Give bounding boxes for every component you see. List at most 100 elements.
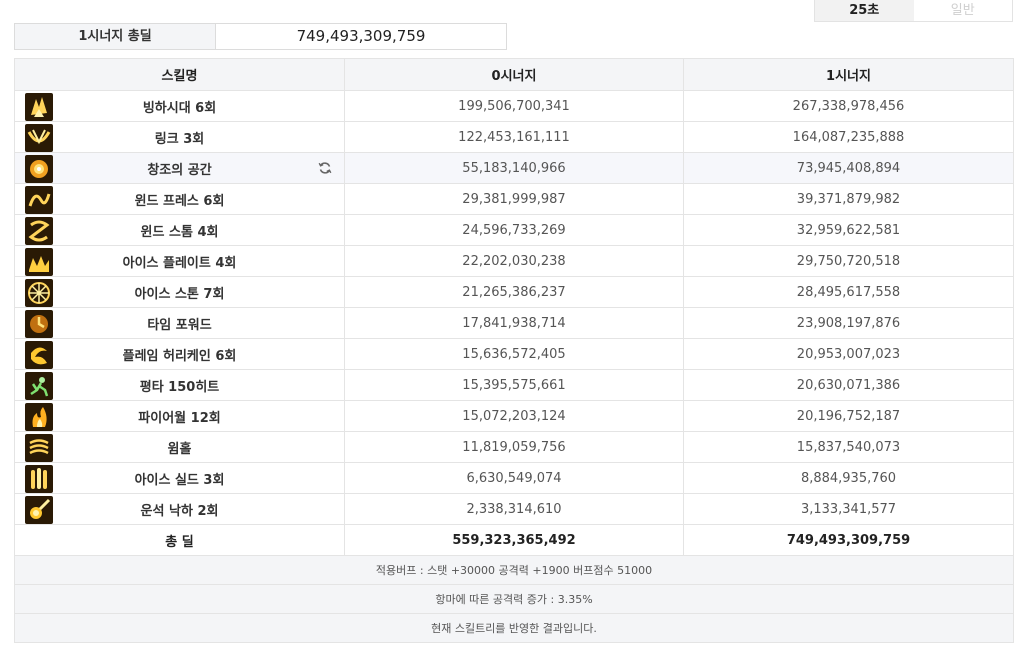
wind-storm-skill-icon xyxy=(25,217,53,245)
skill-name: 타임 포워드 xyxy=(147,317,212,333)
skill-name: 아이스 플레이트 4회 xyxy=(122,255,237,271)
skill-name: 윈드 스톰 4회 xyxy=(140,224,219,240)
total-label: 총 딜 xyxy=(14,524,345,556)
skill-name-cell: 플레임 허리케인 6회 xyxy=(14,338,345,370)
table-row: 평타 150히트 15,395,575,661 20,630,071,386 xyxy=(14,369,1014,401)
skill-name: 창조의 공간 xyxy=(147,162,212,178)
note-text: 현재 스킬트리를 반영한 결과입니다. xyxy=(14,613,1014,643)
synergy-0-value: 15,636,572,405 xyxy=(344,338,684,370)
table-row: 아이스 실드 3회 6,630,549,074 8,884,935,760 xyxy=(14,462,1014,494)
synergy-0-value: 24,596,733,269 xyxy=(344,214,684,246)
basic-attack-skill-icon xyxy=(25,372,53,400)
synergy-1-value: 20,196,752,187 xyxy=(683,400,1014,432)
synergy-1-value: 23,908,197,876 xyxy=(683,307,1014,339)
table-row: 빙하시대 6회 199,506,700,341 267,338,978,456 xyxy=(14,90,1014,122)
fire-wall-skill-icon xyxy=(25,403,53,431)
note-row: 현재 스킬트리를 반영한 결과입니다. xyxy=(14,613,1014,643)
skill-name-cell: 빙하시대 6회 xyxy=(14,90,345,122)
header-synergy-0: 0시너지 xyxy=(344,58,684,91)
skill-name: 운석 낙하 2회 xyxy=(140,503,219,519)
table-row: 운석 낙하 2회 2,338,314,610 3,133,341,577 xyxy=(14,493,1014,525)
synergy-0-value: 11,819,059,756 xyxy=(344,431,684,463)
mode-normal-button[interactable]: 일반 xyxy=(913,0,1012,21)
skill-name-cell: 평타 150히트 xyxy=(14,369,345,401)
synergy-0-value: 55,183,140,966 xyxy=(344,152,684,184)
meteor-fall-skill-icon xyxy=(25,496,53,524)
skill-name: 빙하시대 6회 xyxy=(142,100,217,116)
mode-25s-button[interactable]: 25초 xyxy=(815,0,914,21)
synergy-1-value: 32,959,622,581 xyxy=(683,214,1014,246)
synergy-0-value: 199,506,700,341 xyxy=(344,90,684,122)
skill-name-cell: 아이스 플레이트 4회 xyxy=(14,245,345,277)
header-skill-name: 스킬명 xyxy=(14,58,345,91)
synergy-1-value: 20,630,071,386 xyxy=(683,369,1014,401)
synergy-1-value: 3,133,341,577 xyxy=(683,493,1014,525)
skill-name: 아이스 실드 3회 xyxy=(134,472,225,488)
attack-increase-row: 항마에 따른 공격력 증가 : 3.35% xyxy=(14,584,1014,614)
synergy-0-value: 6,630,549,074 xyxy=(344,462,684,494)
skill-name-cell: 운석 낙하 2회 xyxy=(14,493,345,525)
table-row: 아이스 플레이트 4회 22,202,030,238 29,750,720,518 xyxy=(14,245,1014,277)
flame-hurricane-skill-icon xyxy=(25,341,53,369)
skill-name-cell: 윈드 프레스 6회 xyxy=(14,183,345,215)
skill-name: 아이스 스톤 7회 xyxy=(134,286,225,302)
skill-rows: 빙하시대 6회 199,506,700,341 267,338,978,456 링크 … xyxy=(14,90,1014,525)
link-skill-icon xyxy=(25,124,53,152)
summary-label: 1시너지 총딜 xyxy=(15,24,216,49)
table-header-row: 스킬명 0시너지 1시너지 xyxy=(14,58,1014,91)
time-forward-skill-icon xyxy=(25,310,53,338)
synergy-1-value: 29,750,720,518 xyxy=(683,245,1014,277)
glacial-age-skill-icon xyxy=(25,93,53,121)
synergy-1-value: 28,495,617,558 xyxy=(683,276,1014,308)
ice-shield-skill-icon xyxy=(25,465,53,493)
skill-name: 플레임 허리케인 6회 xyxy=(122,348,237,364)
wind-press-skill-icon xyxy=(25,186,53,214)
skill-name: 파이어월 12회 xyxy=(138,410,221,426)
buff-info-text: 적용버프 : 스탯 +30000 공격력 +1900 버프점수 51000 xyxy=(14,555,1014,585)
table-row: 윈드 프레스 6회 29,381,999,987 39,371,879,982 xyxy=(14,183,1014,215)
skill-name: 윈드 프레스 6회 xyxy=(134,193,225,209)
table-row: 창조의 공간 55,183,140,966 73,945,408,894 xyxy=(14,152,1014,184)
space-of-creation-skill-icon xyxy=(25,155,53,183)
total-row: 총 딜 559,323,365,492 749,493,309,759 xyxy=(14,524,1014,556)
synergy-0-value: 21,265,386,237 xyxy=(344,276,684,308)
skill-name-cell: 윔홀 xyxy=(14,431,345,463)
table-row: 윔홀 11,819,059,756 15,837,540,073 xyxy=(14,431,1014,463)
synergy-0-value: 15,072,203,124 xyxy=(344,400,684,432)
skill-name-cell: 타임 포워드 xyxy=(14,307,345,339)
skill-name-cell: 윈드 스톰 4회 xyxy=(14,214,345,246)
ice-stone-skill-icon xyxy=(25,279,53,307)
ice-plate-skill-icon xyxy=(25,248,53,276)
total-synergy-0: 559,323,365,492 xyxy=(344,524,684,556)
refresh-icon[interactable] xyxy=(318,161,332,175)
total-synergy-1: 749,493,309,759 xyxy=(683,524,1014,556)
synergy-total-summary: 1시너지 총딜 749,493,309,759 xyxy=(14,23,507,50)
skill-name-cell: 창조의 공간 xyxy=(14,152,345,184)
synergy-0-value: 17,841,938,714 xyxy=(344,307,684,339)
summary-value: 749,493,309,759 xyxy=(296,27,426,45)
buff-info-row: 적용버프 : 스탯 +30000 공격력 +1900 버프점수 51000 xyxy=(14,555,1014,585)
synergy-1-value: 8,884,935,760 xyxy=(683,462,1014,494)
synergy-1-value: 267,338,978,456 xyxy=(683,90,1014,122)
skill-name-cell: 파이어월 12회 xyxy=(14,400,345,432)
table-row: 플레임 허리케인 6회 15,636,572,405 20,953,007,023 xyxy=(14,338,1014,370)
skill-name-cell: 링크 3회 xyxy=(14,121,345,153)
table-row: 윈드 스톰 4회 24,596,733,269 32,959,622,581 xyxy=(14,214,1014,246)
skill-name: 평타 150히트 xyxy=(139,379,220,395)
skill-damage-table: 스킬명 0시너지 1시너지 빙하시대 6회 199,506,700,341 267,… xyxy=(14,58,1014,643)
synergy-1-value: 15,837,540,073 xyxy=(683,431,1014,463)
synergy-0-value: 15,395,575,661 xyxy=(344,369,684,401)
synergy-1-value: 39,371,879,982 xyxy=(683,183,1014,215)
table-row: 타임 포워드 17,841,938,714 23,908,197,876 xyxy=(14,307,1014,339)
synergy-0-value: 22,202,030,238 xyxy=(344,245,684,277)
synergy-1-value: 73,945,408,894 xyxy=(683,152,1014,184)
header-synergy-1: 1시너지 xyxy=(683,58,1014,91)
skill-name: 링크 3회 xyxy=(154,131,205,147)
attack-increase-text: 항마에 따른 공격력 증가 : 3.35% xyxy=(14,584,1014,614)
table-row: 링크 3회 122,453,161,111 164,087,235,888 xyxy=(14,121,1014,153)
synergy-0-value: 29,381,999,987 xyxy=(344,183,684,215)
table-row: 파이어월 12회 15,072,203,124 20,196,752,187 xyxy=(14,400,1014,432)
skill-name-cell: 아이스 스톤 7회 xyxy=(14,276,345,308)
synergy-1-value: 164,087,235,888 xyxy=(683,121,1014,153)
synergy-0-value: 122,453,161,111 xyxy=(344,121,684,153)
